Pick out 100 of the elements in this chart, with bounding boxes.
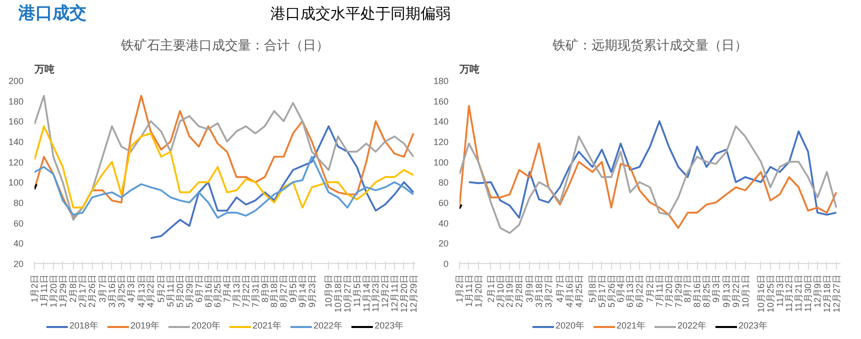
x-tick-label: 7月31日 bbox=[250, 274, 260, 308]
x-tick-label: 4月3日 bbox=[126, 274, 136, 303]
legend-label: 2018年 bbox=[69, 320, 98, 332]
x-tick-label: 12月11日 bbox=[390, 274, 400, 312]
x-tick-label: 2月1日 bbox=[486, 274, 496, 303]
x-tick-label: 11月30日 bbox=[803, 274, 814, 312]
x-tick-label: 1月2日 bbox=[30, 274, 40, 303]
legend-label: 2020年 bbox=[191, 320, 220, 332]
x-tick-label: 11月23日 bbox=[370, 274, 381, 312]
x-tick-label: 5月11日 bbox=[166, 274, 176, 307]
y-tick-label: 140 bbox=[433, 116, 449, 127]
y-tick-label: 60 bbox=[13, 218, 24, 228]
x-tick-label: 8月27日 bbox=[278, 274, 289, 308]
x-tick-label: 11月5日 bbox=[352, 274, 362, 307]
y-tick-label: 160 bbox=[8, 116, 24, 127]
x-tick-label: 10月1日 bbox=[740, 274, 750, 308]
x-tick-label: 6月4日 bbox=[616, 274, 626, 303]
x-tick-label: 9月13日 bbox=[721, 274, 732, 308]
text: 港口成交水平处于同期偏弱 bbox=[270, 6, 450, 22]
legend-label: 2022年 bbox=[314, 320, 343, 332]
y-tick-label: 60 bbox=[438, 198, 449, 208]
x-tick-label: 10月27日 bbox=[342, 274, 352, 313]
x-tick-label: 3月18日 bbox=[534, 274, 544, 308]
x-tick-label: 6月16日 bbox=[203, 274, 214, 308]
y-tick-label: 180 bbox=[8, 96, 24, 106]
x-tick-label: 12月20日 bbox=[398, 274, 409, 313]
y-tick-label: 20 bbox=[13, 259, 24, 269]
x-tick-label: 5月20日 bbox=[174, 274, 185, 308]
legend-label: 2021年 bbox=[252, 320, 282, 332]
x-tick-label: 2月17日 bbox=[78, 274, 88, 308]
x-tick-label: 3月7日 bbox=[98, 274, 108, 303]
x-tick-label: 10月16日 bbox=[756, 274, 766, 313]
y-tick-label: 40 bbox=[13, 238, 24, 249]
x-tick-label: 7月13日 bbox=[232, 274, 242, 308]
x-tick-label: 1月2日 bbox=[454, 274, 464, 303]
x-tick-label: 3月16日 bbox=[106, 274, 117, 308]
line-series bbox=[460, 125, 838, 234]
y-tick-label: 180 bbox=[433, 76, 449, 86]
x-tick-label: 5月26日 bbox=[606, 274, 616, 308]
legend-label: 2023年 bbox=[738, 320, 768, 332]
x-tick-label: 2月19日 bbox=[504, 274, 515, 308]
y-tick-label: 80 bbox=[13, 198, 24, 208]
x-tick-label: 7月11日 bbox=[654, 274, 664, 307]
x-tick-label: 11月14日 bbox=[361, 274, 372, 312]
x-tick-label: 6月22日 bbox=[634, 274, 645, 308]
x-tick-label: 4月22日 bbox=[146, 274, 156, 308]
x-tick-label: 1月11日 bbox=[38, 274, 49, 307]
x-tick-label: 4月16日 bbox=[564, 274, 574, 308]
y-tick-label: 160 bbox=[433, 96, 449, 106]
y-tick-label: 200 bbox=[8, 76, 24, 86]
text: 港口成交 bbox=[18, 4, 86, 22]
legend-label: 2022年 bbox=[678, 320, 707, 332]
x-tick-label: 2月8日 bbox=[68, 274, 78, 303]
x-tick-label: 6月7日 bbox=[194, 274, 204, 303]
x-tick-label: 11月3日 bbox=[774, 274, 785, 307]
line-series bbox=[150, 125, 414, 239]
y-axis-title: 万吨 bbox=[458, 64, 480, 76]
y-tick-label: 120 bbox=[8, 157, 24, 168]
y-tick-label: 80 bbox=[438, 178, 449, 188]
line-series bbox=[34, 125, 414, 208]
x-tick-label: 10月25日 bbox=[765, 274, 776, 313]
x-tick-label: 3月25日 bbox=[116, 274, 126, 308]
x-tick-label: 8月7日 bbox=[682, 274, 693, 303]
x-tick-label: 5月29日 bbox=[184, 274, 194, 308]
x-tick-label: 7月2日 bbox=[645, 274, 655, 303]
legend-label: 2023年 bbox=[374, 320, 404, 332]
line-series bbox=[460, 105, 838, 229]
x-tick-label: 6月13日 bbox=[625, 274, 636, 308]
y-tick-label: 20 bbox=[438, 238, 449, 249]
x-tick-label: 8月25日 bbox=[702, 274, 712, 308]
x-tick-label: 1月29日 bbox=[58, 274, 68, 308]
x-tick-label: 11月21日 bbox=[794, 274, 804, 312]
x-tick-label: 12月2日 bbox=[380, 274, 390, 308]
x-tick-label: 4月25日 bbox=[574, 274, 584, 308]
x-tick-label: 12月18日 bbox=[822, 274, 832, 313]
legend-label: 2019年 bbox=[130, 320, 160, 332]
x-tick-label: 7月22日 bbox=[240, 274, 251, 308]
y-tick-label: 40 bbox=[438, 218, 449, 228]
x-tick-label: 1月20日 bbox=[473, 274, 484, 308]
y-tick-label: 100 bbox=[8, 178, 24, 188]
y-tick-label: 120 bbox=[433, 137, 449, 147]
x-tick-label: 5月8日 bbox=[587, 274, 598, 303]
x-tick-label: 9月14日 bbox=[297, 274, 308, 308]
x-tick-label: 5月2日 bbox=[156, 274, 166, 303]
line-series bbox=[468, 120, 838, 219]
x-tick-label: 9月23日 bbox=[306, 274, 317, 308]
x-tick-label: 2月10日 bbox=[495, 274, 506, 308]
x-tick-label: 4月7日 bbox=[554, 274, 565, 303]
x-tick-label: 9月5日 bbox=[288, 274, 298, 303]
y-tick-label: 0 bbox=[443, 259, 449, 269]
x-tick-label: 2月26日 bbox=[87, 274, 98, 308]
x-tick-label: 12月27日 bbox=[831, 274, 842, 313]
x-tick-label: 9月22日 bbox=[730, 274, 741, 308]
legend-label: 2020年 bbox=[555, 320, 584, 332]
y-tick-label: 100 bbox=[433, 157, 449, 168]
x-tick-label: 3月27日 bbox=[543, 274, 554, 308]
x-tick-label: 9月3日 bbox=[710, 274, 721, 303]
x-tick-label: 4月13日 bbox=[136, 274, 146, 308]
x-tick-label: 8月18日 bbox=[269, 274, 280, 308]
x-tick-label: 1月20日 bbox=[48, 274, 58, 308]
